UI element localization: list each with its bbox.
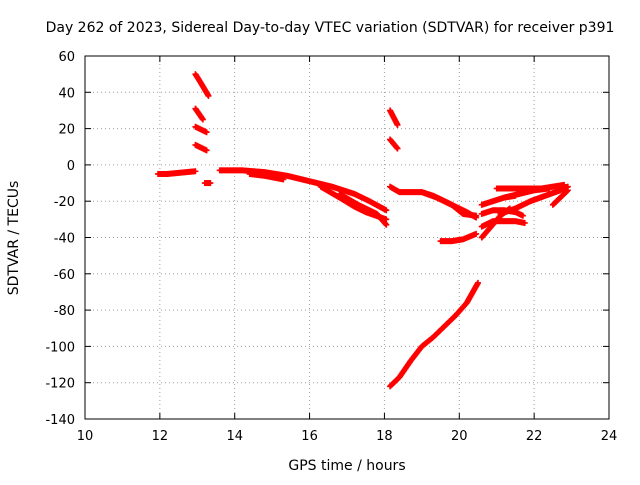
data-point: [519, 212, 526, 219]
y-tick-label: -140: [45, 413, 75, 428]
data-point: [203, 129, 210, 136]
data-point: [192, 168, 199, 175]
x-tick-label: 18: [376, 429, 393, 444]
data-point: [546, 185, 553, 192]
chart-title: Day 262 of 2023, Sidereal Day-to-day VTE…: [46, 20, 615, 36]
grid: [85, 56, 609, 419]
series-arc-12: [387, 136, 401, 152]
data-point: [394, 145, 401, 152]
data-point: [207, 180, 214, 187]
series-arc-14: [418, 189, 480, 219]
data-point: [564, 187, 571, 194]
data-point: [521, 219, 528, 226]
series-arc-24: [549, 187, 571, 208]
y-tick-label: 20: [58, 123, 75, 138]
series-arc-6: [201, 180, 214, 187]
data-point: [394, 121, 401, 128]
data-point: [199, 116, 206, 123]
x-tick-label: 20: [451, 429, 468, 444]
series-arc-5: [192, 141, 210, 154]
data-point: [473, 212, 480, 219]
data-point: [205, 92, 212, 99]
series-arc-7: [216, 167, 390, 214]
series-arc-23: [501, 185, 553, 201]
y-tick-label: -20: [54, 195, 75, 210]
plot-frame: [84, 55, 610, 420]
data-point: [280, 176, 287, 183]
series-arc-4: [192, 123, 210, 136]
x-axis-tick-labels: 10 12 14 16 18 20 22 24: [77, 429, 618, 444]
y-tick-label: 60: [58, 50, 75, 65]
x-axis-title: GPS time / hours: [288, 458, 405, 474]
series-arc-15: [437, 230, 480, 245]
series-arc-19: [478, 218, 528, 230]
y-tick-label: 40: [58, 86, 75, 101]
data-point: [475, 279, 481, 286]
series-arc-1: [154, 168, 199, 177]
y-tick-label: -120: [45, 377, 75, 392]
data-point: [473, 230, 480, 237]
x-tick-label: 12: [152, 429, 169, 444]
x-tick-label: 10: [77, 429, 94, 444]
y-axis-tick-labels: -140 -120 -100 -80 -60 -40 -20 0 20 40 60: [45, 50, 75, 428]
series-arc-10: [336, 190, 390, 228]
data-point: [203, 147, 210, 154]
data-point: [383, 207, 390, 214]
series-arc-16: [387, 279, 481, 390]
data-series-group: [154, 71, 571, 390]
series-arc-8: [246, 170, 287, 183]
x-tick-label: 14: [226, 429, 243, 444]
axis-ticks: [84, 55, 610, 420]
data-point: [563, 188, 570, 195]
series-arc-3: [192, 105, 206, 123]
y-tick-label: -60: [54, 268, 75, 283]
y-axis-title: SDTVAR / TECUs: [6, 181, 22, 296]
x-tick-label: 16: [301, 429, 318, 444]
data-point: [383, 221, 390, 228]
y-tick-label: -80: [54, 304, 75, 319]
series-arc-2: [192, 71, 212, 99]
x-tick-label: 22: [526, 429, 543, 444]
x-tick-label: 24: [601, 429, 618, 444]
series-arc-11: [387, 107, 401, 128]
y-tick-label: -100: [45, 340, 75, 355]
y-tick-label: 0: [67, 159, 75, 174]
y-tick-label: -40: [54, 232, 75, 247]
